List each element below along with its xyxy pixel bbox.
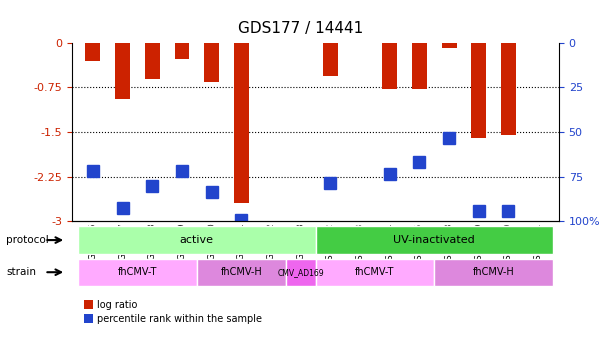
Text: GDS177 / 14441: GDS177 / 14441 xyxy=(238,21,363,36)
Bar xyxy=(412,43,427,89)
FancyBboxPatch shape xyxy=(435,258,553,286)
Text: active: active xyxy=(180,235,214,245)
Bar xyxy=(442,43,457,47)
Bar xyxy=(145,43,160,79)
Bar xyxy=(234,43,249,203)
Text: protocol: protocol xyxy=(6,235,49,245)
Text: fhCMV-H: fhCMV-H xyxy=(221,267,262,277)
Bar xyxy=(501,43,516,135)
Text: fhCMV-H: fhCMV-H xyxy=(473,267,514,277)
Text: CMV_AD169: CMV_AD169 xyxy=(278,268,324,277)
FancyBboxPatch shape xyxy=(78,258,197,286)
Text: UV-inactivated: UV-inactivated xyxy=(394,235,475,245)
Text: log ratio: log ratio xyxy=(97,300,138,310)
Bar xyxy=(204,43,219,81)
Text: fhCMV-T: fhCMV-T xyxy=(118,267,157,277)
Bar xyxy=(471,43,486,138)
FancyBboxPatch shape xyxy=(316,226,553,254)
Text: percentile rank within the sample: percentile rank within the sample xyxy=(97,314,263,324)
Text: strain: strain xyxy=(6,267,36,277)
Bar xyxy=(382,43,397,89)
FancyBboxPatch shape xyxy=(286,258,316,286)
Bar xyxy=(85,43,100,61)
FancyBboxPatch shape xyxy=(78,226,316,254)
Bar xyxy=(323,43,338,76)
Text: fhCMV-T: fhCMV-T xyxy=(355,267,395,277)
FancyBboxPatch shape xyxy=(197,258,286,286)
FancyBboxPatch shape xyxy=(316,258,435,286)
Bar xyxy=(115,43,130,99)
Bar xyxy=(174,43,189,59)
